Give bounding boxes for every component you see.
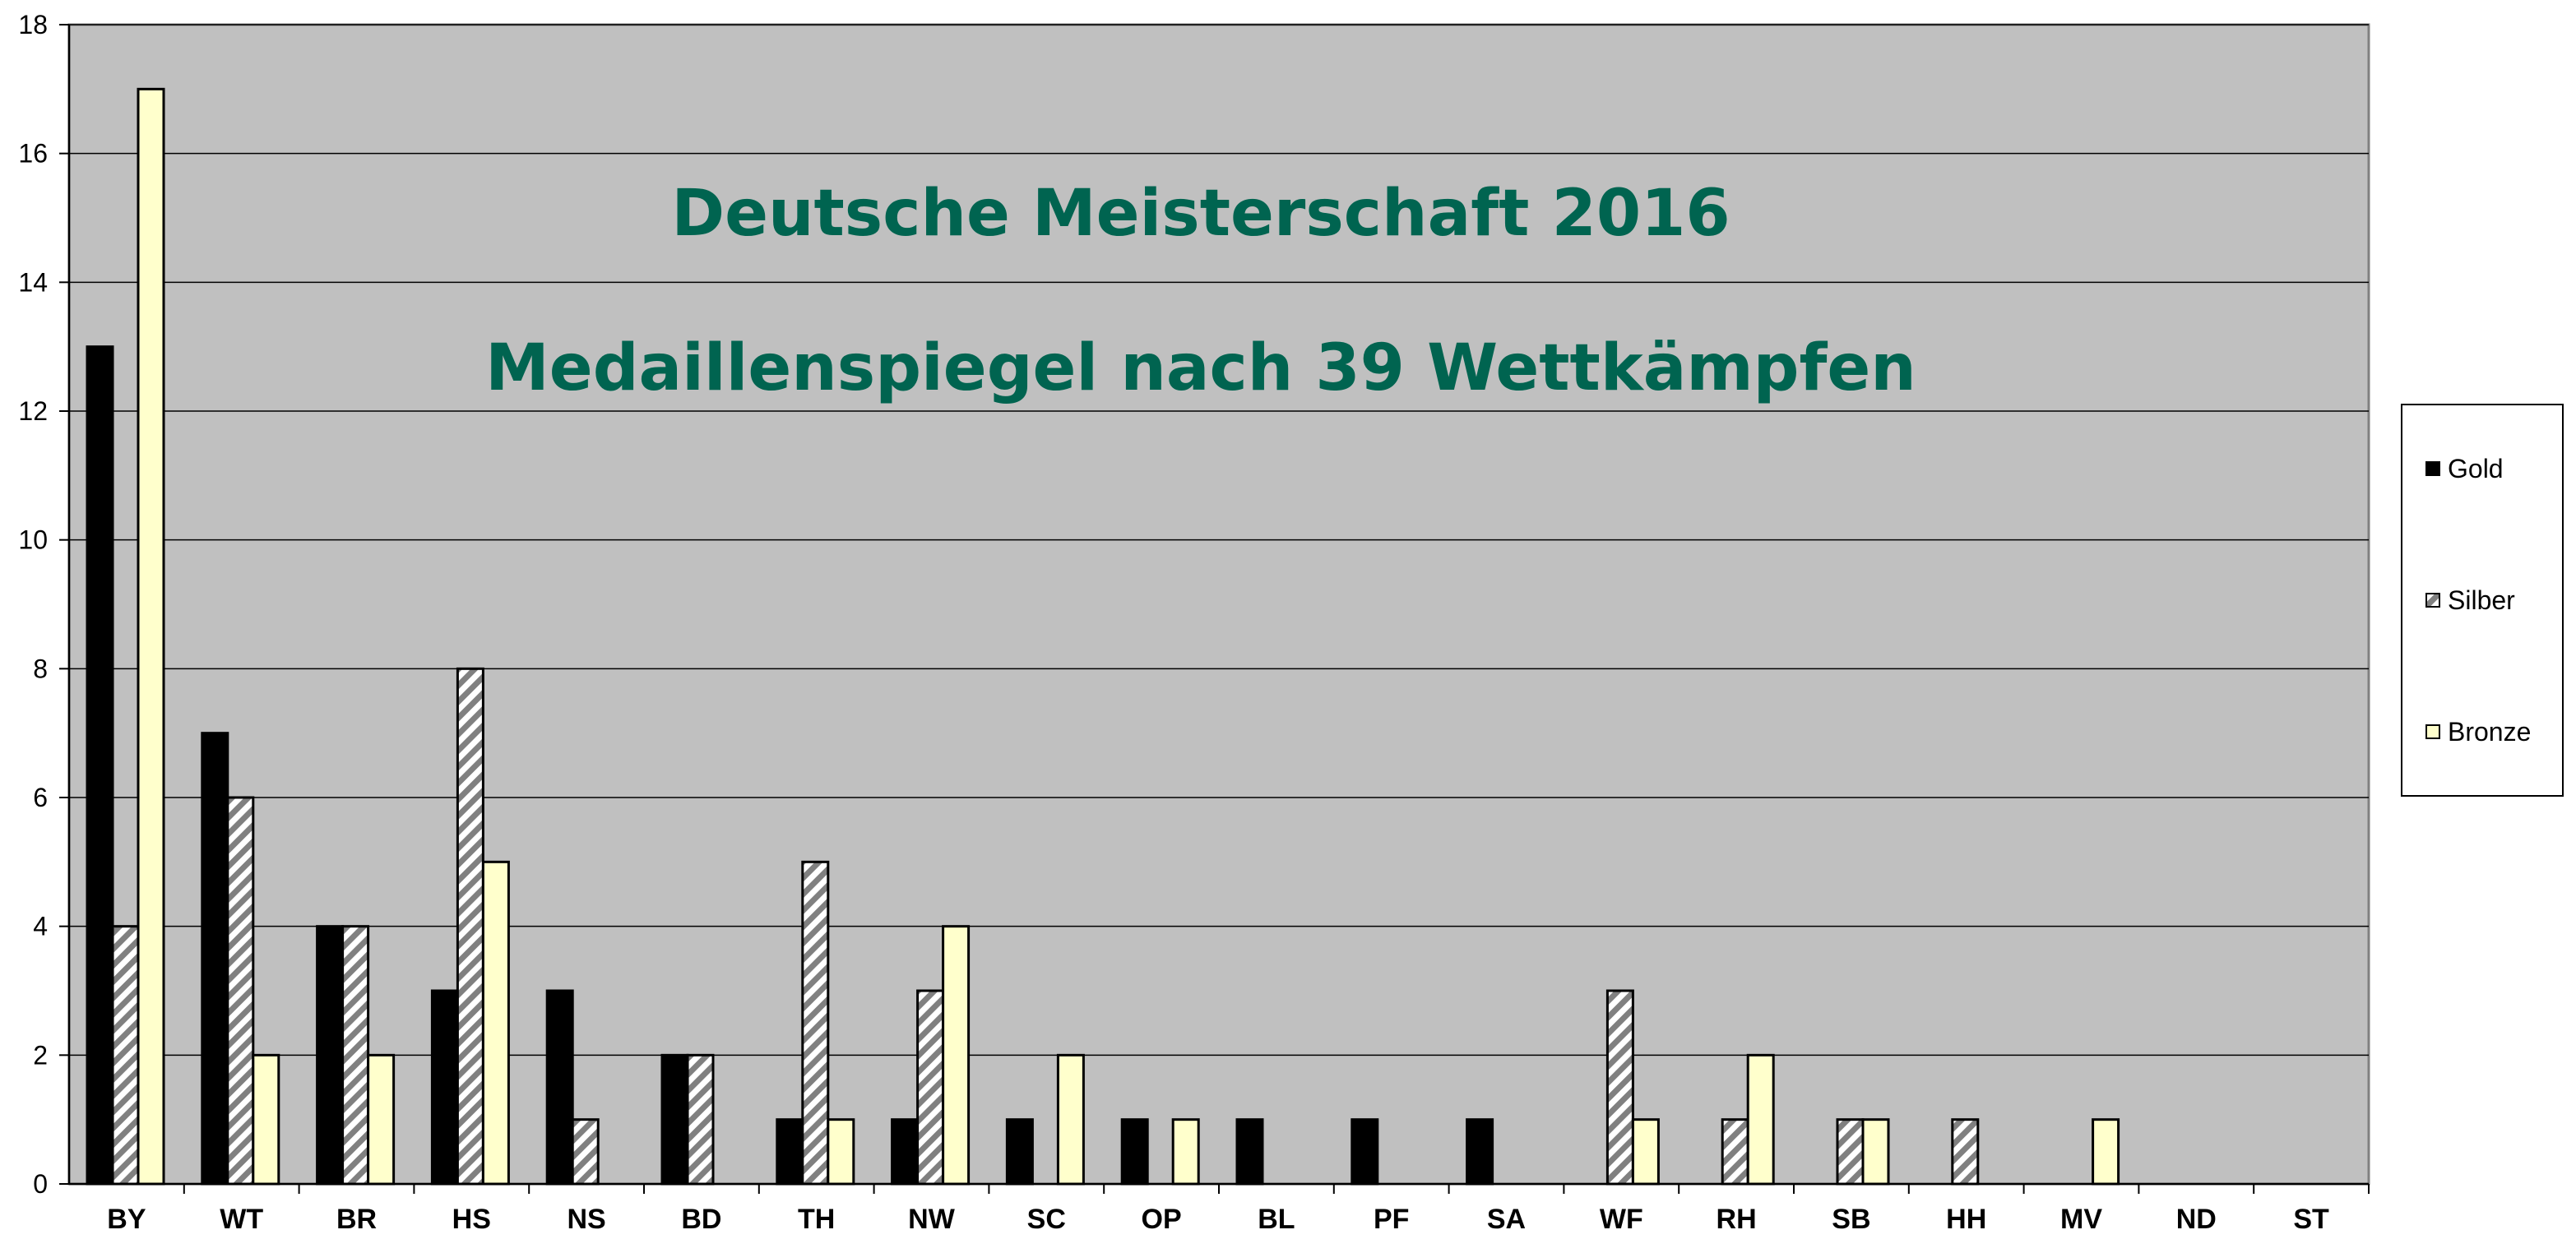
y-tick-label: 8 xyxy=(33,654,48,683)
bar-gold-op xyxy=(1120,1118,1149,1186)
category-label-sb: SB xyxy=(1832,1204,1870,1235)
y-tick-label: 12 xyxy=(18,396,48,426)
category-label-sa: SA xyxy=(1487,1204,1526,1235)
bar-gold-bl xyxy=(1235,1118,1264,1186)
bar-bronze-nw xyxy=(942,925,971,1186)
bar-gold-wt xyxy=(201,732,229,1186)
y-tick-label: 10 xyxy=(18,525,48,555)
chart-title: Deutsche Meisterschaft 2016 xyxy=(671,177,1730,251)
bar-gold-sa xyxy=(1466,1118,1494,1186)
bar-gold-bd xyxy=(660,1053,689,1186)
category-label-sc: SC xyxy=(1027,1204,1066,1235)
bar-gold-ns xyxy=(545,989,574,1186)
category-label-th: TH xyxy=(798,1204,835,1235)
category-label-bd: BD xyxy=(681,1204,721,1235)
category-label-br: BR xyxy=(336,1204,377,1235)
category-label-mv: MV xyxy=(2060,1204,2102,1235)
bar-silber-bd xyxy=(686,1053,715,1186)
bar-silber-hs xyxy=(456,667,484,1186)
bar-bronze-br xyxy=(367,1053,396,1186)
bar-bronze-th xyxy=(827,1118,855,1186)
bar-gold-hs xyxy=(430,989,459,1186)
bar-silber-by xyxy=(111,925,140,1186)
bar-silber-hh xyxy=(1951,1118,1980,1186)
bar-bronze-rh xyxy=(1746,1053,1775,1186)
bar-gold-br xyxy=(316,925,345,1186)
category-label-op: OP xyxy=(1142,1204,1182,1235)
legend-label-silber: Silber xyxy=(2448,585,2515,615)
category-label-ns: NS xyxy=(567,1204,605,1235)
y-tick-label: 16 xyxy=(18,139,48,169)
category-label-rh: RH xyxy=(1717,1204,1757,1235)
bar-gold-sc xyxy=(1005,1118,1034,1186)
category-label-wt: WT xyxy=(220,1204,263,1235)
bar-silber-rh xyxy=(1721,1118,1749,1186)
bar-gold-th xyxy=(776,1118,804,1186)
category-label-by: BY xyxy=(107,1204,146,1235)
bar-silber-nw xyxy=(916,989,945,1186)
category-label-hs: HS xyxy=(452,1204,491,1235)
bar-bronze-wf xyxy=(1631,1118,1660,1186)
y-tick-label: 2 xyxy=(33,1040,48,1070)
category-label-st: ST xyxy=(2293,1204,2329,1235)
bar-silber-wf xyxy=(1605,989,1634,1186)
axes: 0 2 4 6 8 10 12 14 16 18 BY WT BR HS NS BD TH NW SC OP BL PF S… xyxy=(18,10,2370,1235)
bar-silber-th xyxy=(801,860,830,1186)
legend-swatch-bronze xyxy=(2425,724,2440,739)
category-label-nd: ND xyxy=(2176,1204,2217,1235)
chart-subtitle: Medaillenspiegel nach 39 Wettkämpfen xyxy=(485,331,1916,405)
bar-silber-ns xyxy=(571,1118,600,1186)
bars xyxy=(86,87,2120,1186)
bar-bronze-sc xyxy=(1056,1053,1085,1186)
legend: Gold Silber Bronze xyxy=(2401,404,2564,797)
bar-bronze-sb xyxy=(1861,1118,1890,1186)
legend-label-gold: Gold xyxy=(2448,454,2504,483)
y-tick-label: 14 xyxy=(18,267,48,297)
y-tick-label: 4 xyxy=(33,912,48,941)
bar-bronze-wt xyxy=(252,1053,280,1186)
legend-label-bronze: Bronze xyxy=(2448,717,2531,747)
bar-gold-pf xyxy=(1351,1118,1379,1186)
bar-bronze-mv xyxy=(2092,1118,2120,1186)
y-tick-label: 18 xyxy=(18,10,48,39)
y-tick-label: 6 xyxy=(33,783,48,812)
category-label-hh: HH xyxy=(1946,1204,1986,1235)
bar-bronze-hs xyxy=(481,860,510,1186)
legend-swatch-silber xyxy=(2425,593,2440,608)
y-tick-label: 0 xyxy=(33,1169,48,1199)
category-label-pf: PF xyxy=(1374,1204,1409,1235)
category-label-nw: NW xyxy=(908,1204,956,1235)
category-label-wf: WF xyxy=(1600,1204,1643,1235)
category-label-bl: BL xyxy=(1258,1204,1295,1235)
bar-bronze-by xyxy=(137,87,165,1186)
bar-gold-nw xyxy=(891,1118,920,1186)
bar-gold-by xyxy=(86,345,114,1186)
bar-bronze-op xyxy=(1171,1118,1200,1186)
bar-silber-br xyxy=(341,925,370,1186)
legend-swatch-gold xyxy=(2425,461,2440,476)
bar-silber-sb xyxy=(1836,1118,1865,1186)
bar-silber-wt xyxy=(226,796,255,1186)
